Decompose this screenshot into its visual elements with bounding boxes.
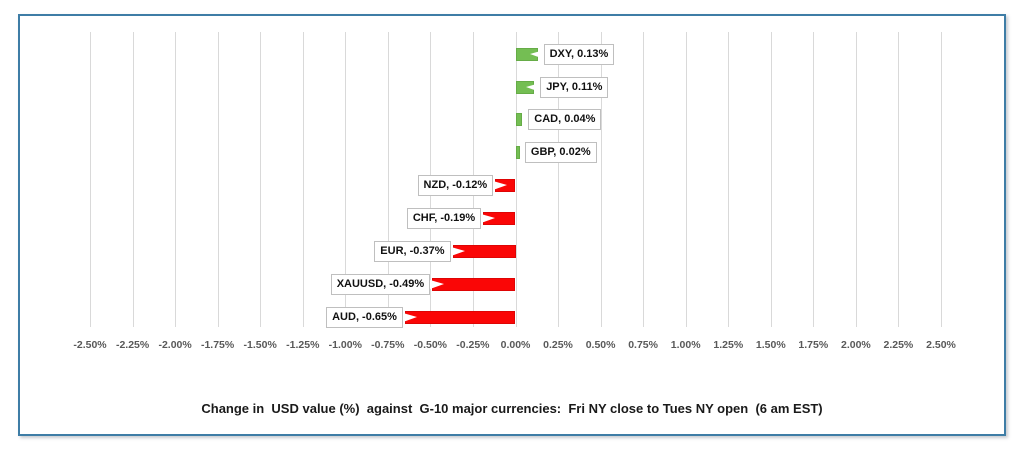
gridline: [855, 32, 857, 327]
data-label-pointer: [529, 49, 544, 59]
x-tick-label: -2.50%: [73, 339, 107, 351]
x-tick-label: 1.25%: [713, 339, 744, 351]
x-tick-label: -2.25%: [115, 339, 150, 351]
gridline: [685, 32, 687, 327]
gridline: [387, 32, 389, 327]
data-label-NZD: NZD, -0.12%: [417, 175, 494, 197]
data-label-EUR: EUR, -0.37%: [374, 241, 451, 263]
x-tick-label: 0.75%: [628, 339, 658, 351]
x-tick-label: -2.00%: [158, 339, 192, 351]
bar-AUD: [404, 311, 516, 325]
data-label-pointer: [430, 280, 445, 290]
data-label-pointer: [402, 313, 417, 323]
x-tick-label: -1.50%: [243, 339, 277, 351]
bar-XAUUSD: [432, 278, 516, 292]
gridline: [600, 32, 602, 327]
gridline: [770, 32, 772, 327]
x-tick-label: 1.50%: [755, 339, 786, 351]
data-label-GBP: GBP, 0.02%: [524, 142, 597, 164]
x-tick-label: 2.50%: [926, 339, 956, 351]
data-label-pointer: [526, 82, 541, 92]
x-tick-label: 2.25%: [883, 339, 914, 351]
data-label-AUD: AUD, -0.65%: [326, 307, 403, 329]
x-tick-label: -0.75%: [371, 339, 405, 351]
x-tick-label: 0.50%: [585, 339, 616, 351]
x-tick-label: 1.75%: [798, 339, 829, 351]
gridline: [175, 32, 177, 327]
gridline: [813, 32, 815, 327]
x-tick-label: 1.00%: [670, 339, 701, 351]
chart-title: Change in USD value (%) against G-10 maj…: [201, 401, 823, 416]
gridline: [898, 32, 900, 327]
gridline: [728, 32, 730, 327]
gridline: [217, 32, 219, 327]
gridline: [515, 32, 517, 327]
gridline: [643, 32, 645, 327]
x-tick-label: 0.00%: [500, 339, 531, 351]
data-label-JPY: JPY, 0.11%: [540, 76, 609, 98]
data-label-DXY: DXY, 0.13%: [543, 43, 615, 65]
bar-CAD: [515, 113, 523, 127]
data-label-pointer: [493, 181, 508, 191]
gridline: [941, 32, 942, 327]
gridline: [132, 32, 134, 327]
x-tick-label: -1.75%: [200, 339, 235, 351]
x-tick-label: 0.25%: [543, 339, 573, 351]
gridline: [260, 32, 262, 327]
x-tick-label: -0.25%: [456, 339, 490, 351]
data-label-CAD: CAD, 0.04%: [528, 109, 602, 131]
gridline: [345, 32, 347, 327]
gridline: [302, 32, 304, 327]
gridline: [90, 32, 91, 327]
data-label-pointer: [450, 247, 465, 257]
x-tick-label: 2.00%: [841, 339, 871, 351]
data-label-CHF: CHF, -0.19%: [406, 208, 482, 230]
x-tick-label: -1.25%: [286, 339, 320, 351]
x-tick-label: -0.50%: [413, 339, 448, 351]
data-label-pointer: [481, 214, 496, 224]
gridline: [558, 32, 559, 327]
x-tick-label: -1.00%: [328, 339, 362, 351]
data-label-XAUUSD: XAUUSD, -0.49%: [330, 274, 431, 296]
bar-GBP: [515, 146, 520, 160]
